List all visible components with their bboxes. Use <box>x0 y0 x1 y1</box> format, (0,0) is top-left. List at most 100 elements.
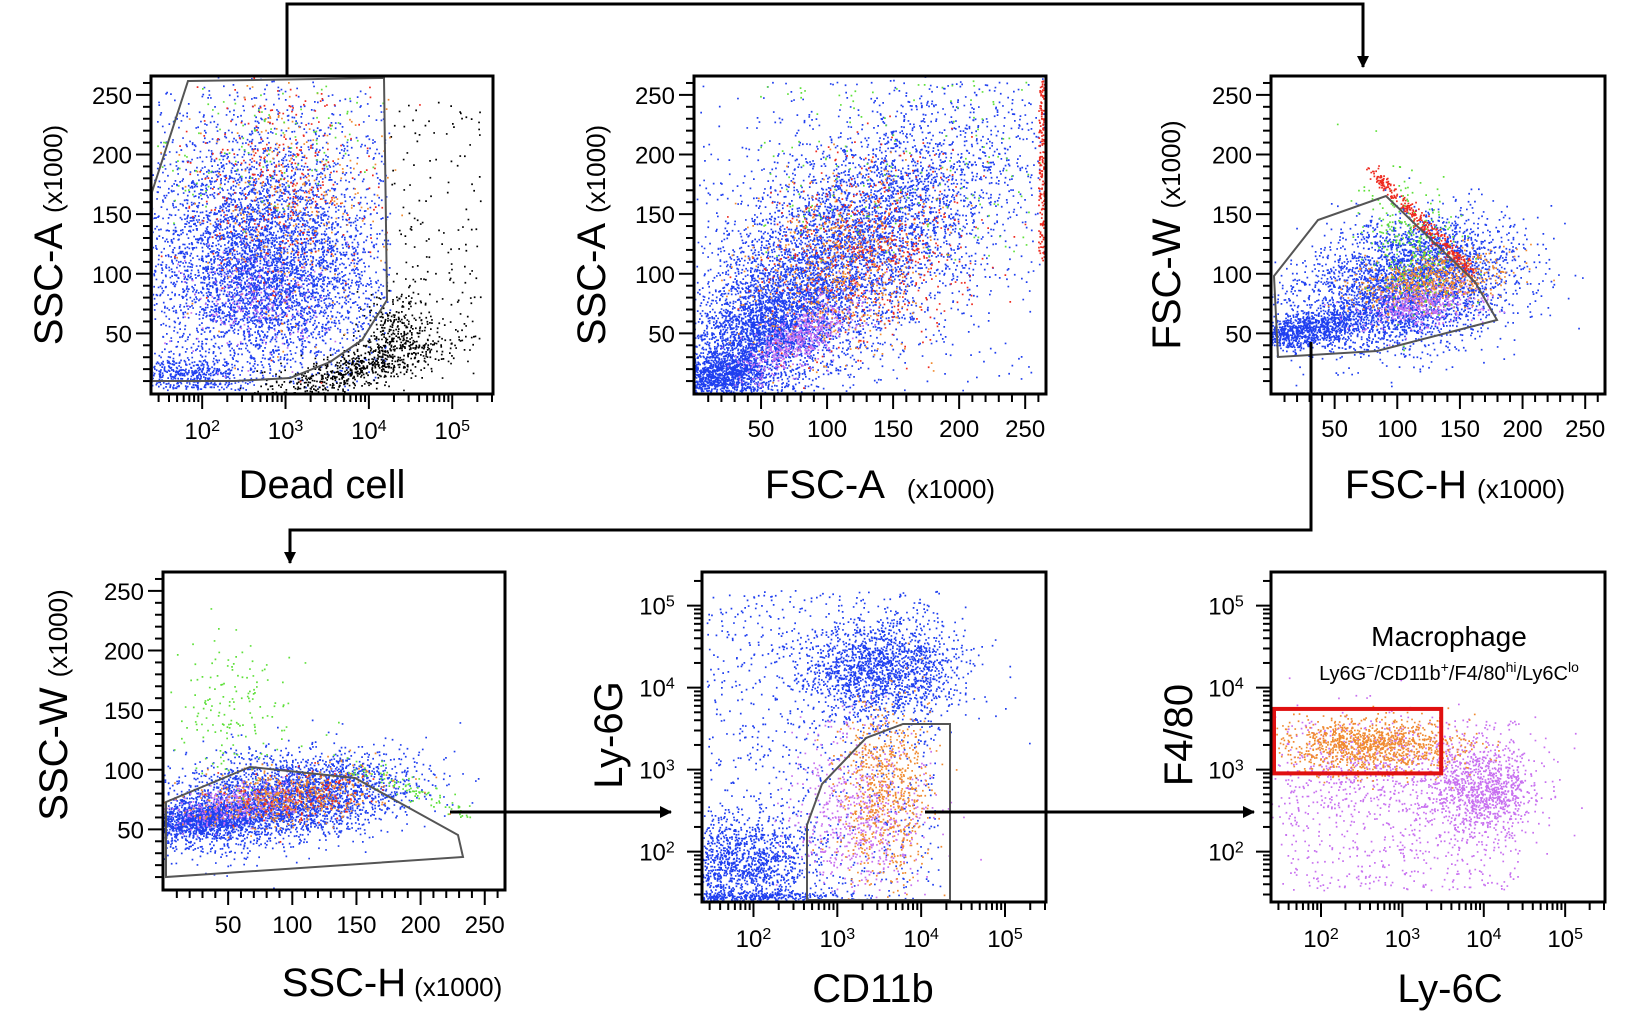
gate-layer <box>1272 194 1499 359</box>
y-tick-label: 50 <box>105 321 132 348</box>
annotation-subtitle: Ly6G−/CD11b+/F4/80hi/Ly6Clo <box>1319 659 1579 685</box>
points-orange <box>812 642 958 901</box>
x-tick-label: 150 <box>873 416 913 443</box>
points-red-edge <box>1038 80 1045 262</box>
x-axis-title: FSC-H (x1000) <box>1345 463 1565 507</box>
gate-layer <box>151 76 389 382</box>
x-ticks: 50 100 150 200 250 <box>175 889 505 939</box>
panel-5-cd11b-vs-ly6g: 102 103 104 105 102 103 104 105 CD11b Ly-6G <box>587 570 1048 1011</box>
y-tick-label: 200 <box>635 143 675 170</box>
y-tick-label: 150 <box>92 202 132 229</box>
y-tick-label: 100 <box>104 758 144 785</box>
points-layer <box>695 77 1045 393</box>
y-tick-label: 150 <box>104 698 144 725</box>
x-tick-label: 103 <box>268 418 304 446</box>
x-tick-label: 105 <box>1547 926 1583 954</box>
x-tick-label: 50 <box>748 416 775 443</box>
gate-singlets-ssc <box>165 765 465 879</box>
plot-frame <box>149 74 495 396</box>
x-axis-title: FSC-A (x1000) <box>765 463 995 507</box>
plot-frame <box>692 74 1048 396</box>
points-layer <box>164 608 480 889</box>
plot-frame <box>161 570 507 892</box>
points-violet <box>1324 269 1506 347</box>
plot-frame <box>1269 570 1607 904</box>
x-tick-label: 50 <box>1321 416 1348 443</box>
x-axis-title: Dead cell <box>239 463 406 507</box>
x-tick-label: 102 <box>736 926 772 954</box>
x-tick-label: 100 <box>272 912 312 939</box>
x-tick-label: 100 <box>807 416 847 443</box>
y-tick-label: 102 <box>639 839 675 867</box>
gate-live-cells <box>151 76 389 382</box>
points-green <box>164 608 472 819</box>
y-tick-label: 250 <box>1212 83 1252 110</box>
y-ticks: 102 103 104 105 <box>1208 579 1272 896</box>
y-tick-label: 105 <box>1208 593 1244 621</box>
x-ticks: 50 100 150 200 250 <box>707 393 1045 443</box>
points-layer <box>703 590 1031 901</box>
x-tick-label: 103 <box>820 926 856 954</box>
panel-4-ssc-h-vs-ssc-w: 50 100 150 200 250 50 100 150 200 250 SSC-H (x100… <box>32 570 507 1005</box>
x-ticks: 50 100 150 200 250 <box>1283 393 1605 443</box>
points-violet <box>1272 677 1583 892</box>
panel-2-fsc-a-vs-ssc-a: 50 100 150 200 250 50 100 150 200 250 FSC-A (x100… <box>570 74 1048 507</box>
points-layer <box>1272 123 1584 388</box>
flow-arrows <box>284 2 1369 818</box>
x-tick-label: 104 <box>903 926 939 954</box>
y-tick-label: 102 <box>1208 839 1244 867</box>
x-tick-label: 200 <box>939 416 979 443</box>
points-live-blue <box>152 77 392 392</box>
plot-frame <box>700 570 1048 904</box>
gate-singlets-fsc <box>1272 194 1499 359</box>
x-tick-label: 105 <box>987 926 1023 954</box>
x-ticks: 102 103 104 105 <box>157 393 493 446</box>
points-violet <box>774 686 982 901</box>
plot-frame <box>1269 74 1607 396</box>
points-orange <box>164 749 451 839</box>
y-tick-label: 250 <box>635 83 675 110</box>
points-red <box>204 762 384 843</box>
gate-layer <box>806 723 951 901</box>
y-tick-label: 104 <box>1208 675 1244 703</box>
y-tick-label: 250 <box>92 83 132 110</box>
y-tick-label: 200 <box>1212 143 1252 170</box>
x-axis-title: Ly-6C <box>1397 967 1502 1011</box>
y-tick-label: 50 <box>648 321 675 348</box>
y-tick-label: 103 <box>1208 757 1244 785</box>
y-tick-label: 104 <box>639 675 675 703</box>
y-axis-title: SSC-W(x1000) <box>32 589 76 820</box>
points-violet <box>721 270 888 388</box>
y-ticks: 50 100 150 200 250 <box>104 577 164 879</box>
y-tick-label: 200 <box>92 143 132 170</box>
x-ticks: 102 103 104 105 <box>1277 901 1605 954</box>
y-axis-title: SSC-A(x1000) <box>570 125 614 345</box>
y-axis-title: FSC-W(x1000) <box>1145 120 1189 349</box>
y-tick-label: 100 <box>635 262 675 289</box>
panel-6-ly6c-vs-f480: 102 103 104 105 102 103 104 105 Macrophage Ly6… <box>1157 570 1607 1011</box>
points-orange <box>160 82 403 393</box>
points-layer <box>152 77 482 393</box>
points-blue <box>703 590 1031 901</box>
x-tick-label: 104 <box>351 418 387 446</box>
y-tick-label: 150 <box>1212 202 1252 229</box>
gate-layer <box>1272 706 1444 776</box>
x-tick-label: 150 <box>1440 416 1480 443</box>
x-tick-label: 150 <box>336 912 376 939</box>
y-ticks: 50 100 150 200 250 <box>635 81 695 383</box>
y-tick-label: 50 <box>1225 321 1252 348</box>
points-violet <box>164 770 336 837</box>
x-tick-label: 103 <box>1385 926 1421 954</box>
arrow-p3-to-p4 <box>284 342 1313 564</box>
x-tick-label: 250 <box>1565 416 1605 443</box>
x-tick-label: 100 <box>1377 416 1417 443</box>
y-tick-label: 150 <box>635 202 675 229</box>
arrow-p1-to-p3 <box>285 2 1369 77</box>
y-ticks: 50 100 150 200 250 <box>92 81 152 383</box>
panel-3-fsc-h-vs-fsc-w: 50 100 150 200 250 50 100 150 200 250 FSC-H (x100… <box>1145 74 1607 507</box>
points-green <box>1336 123 1482 352</box>
y-tick-label: 105 <box>639 593 675 621</box>
x-tick-label: 250 <box>465 912 505 939</box>
y-tick-label: 100 <box>92 262 132 289</box>
